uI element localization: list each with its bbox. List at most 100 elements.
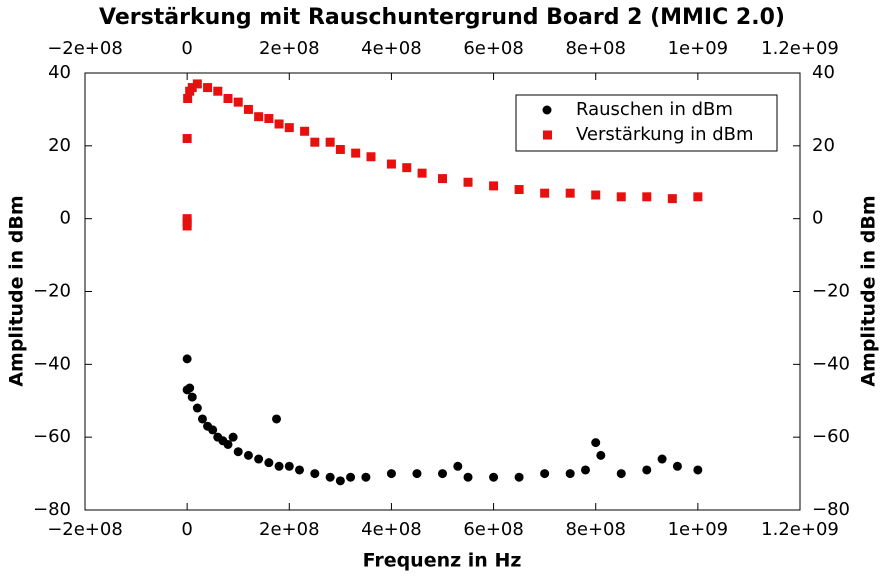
point xyxy=(243,450,253,460)
x-top-tick-label: 2e+08 xyxy=(259,38,320,59)
point xyxy=(185,383,195,393)
point xyxy=(187,392,197,402)
chart-title: Verstärkung mit Rauschuntergrund Board 2… xyxy=(99,5,785,30)
x-top-tick-label: 1e+09 xyxy=(668,38,729,59)
point xyxy=(565,188,575,198)
point xyxy=(540,188,550,198)
x-top-tick-label: 0 xyxy=(181,38,192,59)
y-tick-label: 0 xyxy=(60,208,71,229)
point xyxy=(310,469,320,479)
point xyxy=(581,465,590,475)
point xyxy=(182,214,192,224)
point xyxy=(208,425,218,435)
x-tick-label: −2e+08 xyxy=(47,519,123,540)
series xyxy=(182,79,703,231)
point xyxy=(272,414,282,424)
y2-tick-label: 20 xyxy=(812,135,835,156)
point xyxy=(672,461,682,471)
point xyxy=(642,465,652,475)
point xyxy=(203,83,213,93)
y-tick-label: 20 xyxy=(48,135,71,156)
point xyxy=(228,432,238,442)
x-top-tick-label: −2e+08 xyxy=(47,38,123,59)
y2-tick-label: 40 xyxy=(812,62,835,83)
y-tick-label: −80 xyxy=(33,499,71,520)
y-tick-label: −40 xyxy=(33,353,71,374)
point xyxy=(284,461,294,471)
point xyxy=(417,168,427,178)
point xyxy=(351,148,361,158)
point xyxy=(187,83,197,93)
point xyxy=(325,472,335,482)
point xyxy=(233,97,243,107)
point xyxy=(223,439,233,449)
x-tick-label: 1.2e+09 xyxy=(761,519,839,540)
point xyxy=(254,112,264,122)
x-tick-label: 1e+09 xyxy=(668,519,729,540)
series xyxy=(182,354,703,486)
y2-tick-label: −20 xyxy=(812,281,850,302)
point xyxy=(182,134,192,144)
point xyxy=(223,93,233,103)
point xyxy=(325,137,335,147)
point xyxy=(213,86,223,96)
point xyxy=(254,454,264,464)
point xyxy=(514,472,524,482)
y-axis-label: Amplitude in dBm xyxy=(6,195,28,386)
point xyxy=(489,472,499,482)
point xyxy=(463,472,473,482)
point xyxy=(616,469,626,479)
y-tick-label: 40 xyxy=(48,62,71,83)
point xyxy=(264,458,274,468)
point xyxy=(264,114,274,124)
point xyxy=(192,403,202,413)
point xyxy=(642,192,652,202)
x-tick-label: 6e+08 xyxy=(463,519,524,540)
point xyxy=(274,119,284,129)
point xyxy=(295,465,304,475)
x-top-tick-label: 1.2e+09 xyxy=(761,38,839,59)
point xyxy=(667,194,677,204)
point xyxy=(438,174,447,184)
point xyxy=(514,185,524,195)
legend-box xyxy=(515,94,778,152)
point xyxy=(300,126,310,136)
point xyxy=(182,354,192,364)
point xyxy=(412,469,422,479)
point xyxy=(565,469,575,479)
y2-tick-label: 0 xyxy=(812,208,823,229)
point xyxy=(335,144,345,154)
x-tick-label: 2e+08 xyxy=(259,519,320,540)
point xyxy=(591,438,601,448)
x-axis-label: Frequenz in Hz xyxy=(363,550,522,572)
x-tick-label: 4e+08 xyxy=(361,519,422,540)
point xyxy=(284,123,294,133)
point xyxy=(243,104,253,114)
point xyxy=(596,450,606,460)
point xyxy=(386,159,396,169)
point xyxy=(616,192,626,202)
point xyxy=(693,465,703,475)
x-tick-label: 0 xyxy=(181,519,192,540)
point xyxy=(233,447,243,457)
point xyxy=(366,152,376,162)
point xyxy=(197,414,207,424)
point xyxy=(489,181,499,191)
point xyxy=(591,190,601,200)
point xyxy=(274,461,284,471)
point xyxy=(463,177,473,187)
y-tick-label: −20 xyxy=(33,281,71,302)
point xyxy=(402,163,412,173)
point xyxy=(657,454,667,464)
y2-tick-label: −60 xyxy=(812,426,850,447)
point xyxy=(453,461,463,471)
legend-label: Rauschen in dBm xyxy=(576,99,733,120)
y-tick-label: −60 xyxy=(33,426,71,447)
point xyxy=(346,472,356,482)
y2-axis-label: Amplitude in dBm xyxy=(858,195,880,386)
x-top-tick-label: 8e+08 xyxy=(565,38,626,59)
x-top-tick-label: 4e+08 xyxy=(361,38,422,59)
point xyxy=(693,192,703,202)
point xyxy=(386,469,396,479)
